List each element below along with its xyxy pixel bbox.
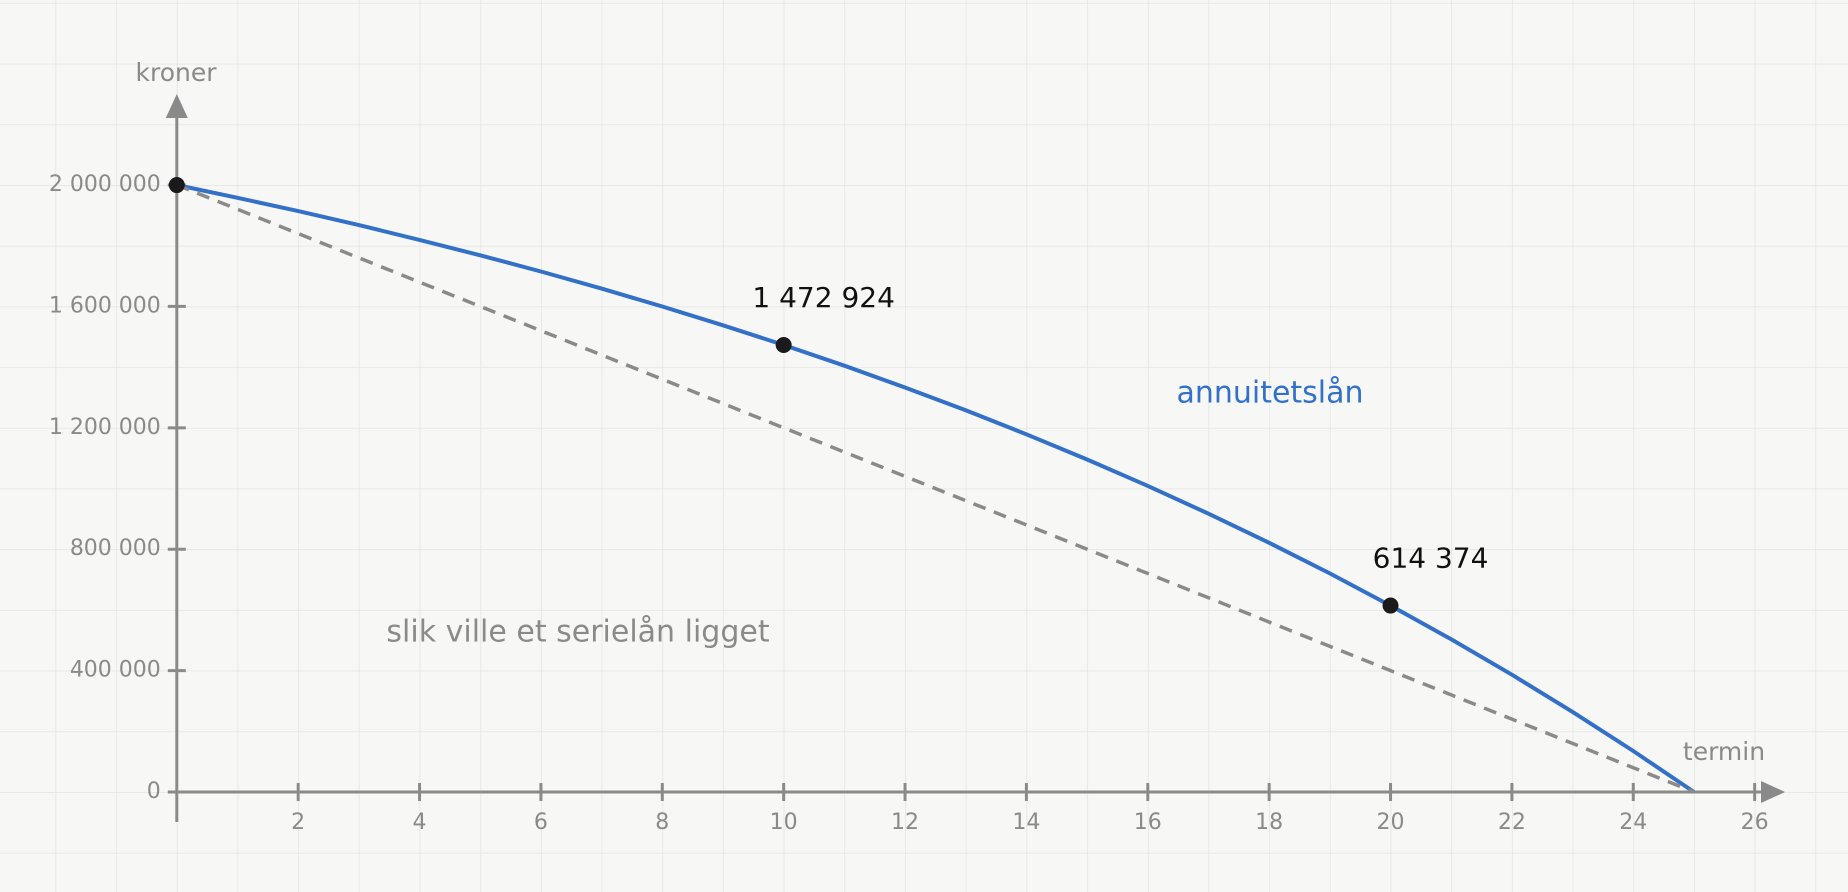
x-tick-label: 18 (1255, 810, 1283, 835)
y-axis-label: kroner (135, 58, 217, 87)
x-tick-label: 16 (1134, 810, 1162, 835)
y-tick-label: 800 000 (70, 536, 161, 561)
point-marker (775, 336, 792, 353)
x-tick-label: 12 (891, 810, 919, 835)
x-tick-label: 6 (534, 810, 548, 835)
y-axis-arrow (165, 94, 188, 118)
point-marker (168, 177, 185, 194)
y-tick-label: 2 000 000 (49, 172, 161, 197)
x-tick-label: 24 (1619, 810, 1647, 835)
x-tick-label: 14 (1012, 810, 1040, 835)
y-tick-label: 1 600 000 (49, 293, 161, 318)
series-line (176, 183, 1696, 794)
y-tick-label: 1 200 000 (49, 415, 161, 440)
point-label: 1 472 924 (752, 281, 895, 314)
x-tick-label: 20 (1377, 810, 1405, 835)
series-name: annuitetslån (1176, 376, 1363, 411)
x-axis-label: termin (1683, 737, 1765, 766)
x-tick-label: 10 (770, 810, 798, 835)
x-tick-label: 22 (1498, 810, 1526, 835)
point-label: 614 374 (1373, 542, 1489, 575)
series-line (176, 183, 1695, 794)
series-name: slik ville et serielån ligget (386, 615, 769, 650)
x-axis-arrow (1761, 781, 1785, 803)
point-marker (1382, 597, 1399, 614)
x-tick-label: 2 (291, 810, 305, 835)
y-tick-label: 400 000 (70, 658, 161, 683)
x-tick-label: 26 (1741, 810, 1769, 835)
x-tick-label: 4 (413, 810, 427, 835)
y-tick-label: 0 (147, 779, 161, 804)
x-tick-label: 8 (655, 810, 669, 835)
